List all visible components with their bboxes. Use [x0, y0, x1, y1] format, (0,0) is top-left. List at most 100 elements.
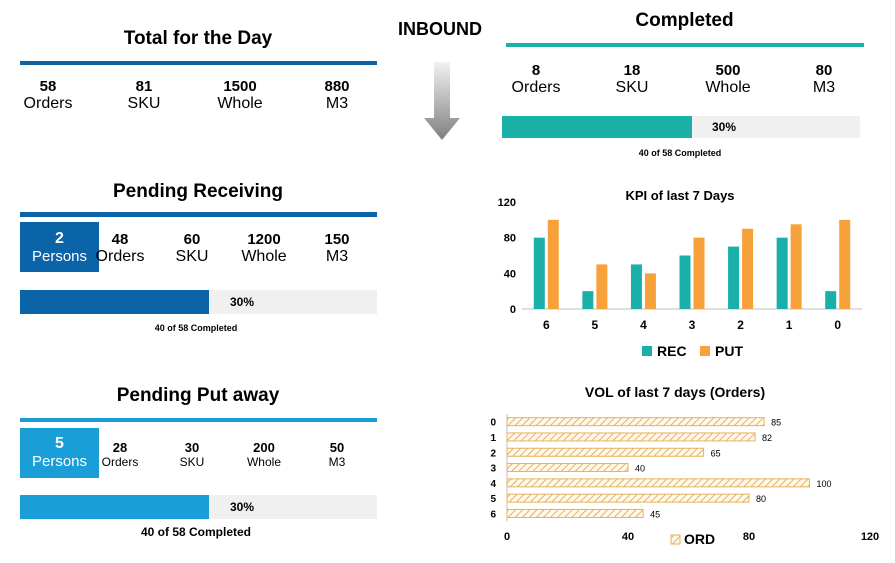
vol-data-label: 45 [650, 509, 660, 519]
vol-bar-ord [506, 447, 705, 457]
pending-receiving-sku: 60 SKU [175, 231, 209, 265]
completed-sku: 18 SKU [615, 62, 649, 96]
completed-caption: 40 of 58 Completed [638, 148, 722, 158]
kpi-y-tick: 0 [510, 304, 516, 316]
pending-receiving-orders: 48 Orders [95, 231, 145, 265]
vol-bar-ord [506, 417, 765, 427]
down-arrow-icon [424, 62, 460, 140]
total-day-divider [20, 61, 377, 65]
inbound-label: INBOUND [398, 19, 482, 39]
vol-data-label: 100 [817, 479, 832, 489]
kpi-bar-rec [630, 264, 642, 309]
total-day-whole: 1500 Whole [217, 78, 263, 112]
completed-progress-label: 30% [712, 120, 737, 134]
kpi-y-tick: 120 [498, 197, 516, 209]
completed-divider [506, 43, 864, 47]
pending-receiving-caption: 40 of 58 Completed [154, 323, 238, 333]
pending-putaway-divider [20, 418, 377, 422]
kpi-bar-rec [776, 237, 788, 309]
pending-receiving-whole: 1200 Whole [241, 231, 287, 265]
pending-putaway-progress-bar: 30% [20, 495, 377, 519]
vol-bar-ord [506, 508, 644, 518]
vol-data-label: 80 [756, 494, 766, 504]
pending-putaway-m3: 50 M3 [328, 440, 346, 469]
completed-m3: 80 M3 [812, 62, 836, 96]
pending-putaway-caption: 40 of 58 Completed [140, 525, 252, 539]
total-day-title: Total for the Day [123, 28, 273, 49]
pending-receiving-progress-fill [20, 290, 210, 314]
pending-putaway-progress-label: 30% [230, 500, 255, 514]
vol-chart-title: VOL of last 7 days (Orders) [585, 384, 765, 400]
vol-y-tick: 3 [490, 464, 496, 475]
kpi-bar-rec [679, 255, 691, 309]
total-day-orders: 58 Orders [23, 78, 73, 112]
pending-putaway-orders: 28 Orders [101, 440, 139, 469]
kpi-legend-swatch-rec [642, 346, 652, 356]
kpi-x-tick: 5 [592, 318, 599, 332]
kpi-bar-put [839, 219, 851, 309]
vol-data-label: 85 [771, 418, 781, 428]
total-day-m3: 880 M3 [324, 78, 350, 112]
pending-receiving-persons: 2 Persons [20, 222, 99, 272]
vol-y-tick: 6 [490, 509, 496, 520]
kpi-bar-put [742, 228, 754, 309]
vol-data-label: 65 [711, 448, 721, 458]
completed-whole: 500 Whole [705, 62, 751, 96]
pending-putaway-progress-fill [20, 495, 210, 519]
kpi-legend-label-rec: REC [657, 343, 687, 359]
pending-receiving-title: Pending Receiving [113, 181, 283, 202]
kpi-x-tick: 1 [786, 318, 793, 332]
pending-putaway-title: Pending Put away [116, 385, 280, 406]
kpi-x-tick: 3 [689, 318, 696, 332]
kpi-bar-put [644, 273, 656, 309]
kpi-bar-rec [582, 291, 594, 309]
vol-y-tick: 0 [490, 418, 496, 429]
pending-putaway-persons: 5 Persons [20, 428, 99, 478]
vol-chart: VOL of last 7 days (Orders)0 851 822 653 404… [490, 384, 879, 547]
completed-orders: 8 Orders [511, 62, 561, 96]
vol-y-tick: 5 [490, 494, 496, 505]
vol-legend-swatch-ord [670, 534, 681, 545]
vol-bar-ord [506, 493, 750, 503]
vol-x-tick: 40 [622, 531, 634, 543]
vol-legend-label-ord: ORD [684, 531, 715, 547]
kpi-bar-put [790, 224, 802, 309]
completed-progress-bar: 30% [502, 116, 860, 138]
kpi-chart-title: KPI of last 7 Days [625, 188, 734, 203]
vol-data-label: 82 [762, 433, 772, 443]
total-day-sku: 81 SKU [127, 78, 161, 112]
vol-x-tick: 80 [743, 531, 755, 543]
vol-bar-ord [506, 432, 756, 442]
kpi-chart: KPI of last 7 Days 0 40 80 120 6 5 4 3 2 1 0 REC PUT [498, 188, 862, 359]
kpi-bar-put [547, 219, 559, 309]
vol-x-tick: 120 [861, 531, 879, 543]
kpi-x-tick: 6 [543, 318, 550, 332]
kpi-bar-rec [825, 291, 837, 309]
kpi-legend-label-put: PUT [715, 343, 743, 359]
kpi-x-tick: 4 [640, 318, 647, 332]
kpi-x-tick: 0 [834, 318, 841, 332]
kpi-bar-rec [533, 237, 545, 309]
pending-putaway-whole: 200 Whole [246, 440, 281, 469]
kpi-bar-put [596, 264, 608, 309]
vol-x-tick: 0 [504, 531, 510, 543]
vol-y-tick: 4 [490, 479, 496, 490]
kpi-legend-swatch-put [700, 346, 710, 356]
pending-putaway-sku: 30 SKU [179, 440, 205, 469]
vol-y-tick: 2 [490, 448, 496, 459]
completed-title: Completed [635, 10, 734, 31]
pending-receiving-progress-bar: 30% [20, 290, 377, 314]
kpi-bar-rec [728, 246, 740, 309]
pending-receiving-progress-label: 30% [230, 295, 255, 309]
kpi-y-tick: 80 [504, 233, 516, 245]
kpi-bar-put [693, 237, 705, 309]
vol-bar-ord [506, 478, 810, 488]
vol-data-label: 40 [635, 464, 645, 474]
pending-receiving-m3: 150 M3 [324, 231, 350, 265]
pending-receiving-divider [20, 212, 377, 217]
completed-progress-fill [502, 116, 692, 138]
vol-bar-ord [506, 463, 629, 473]
kpi-x-tick: 2 [737, 318, 744, 332]
vol-y-tick: 1 [490, 433, 496, 444]
kpi-y-tick: 40 [504, 268, 516, 280]
